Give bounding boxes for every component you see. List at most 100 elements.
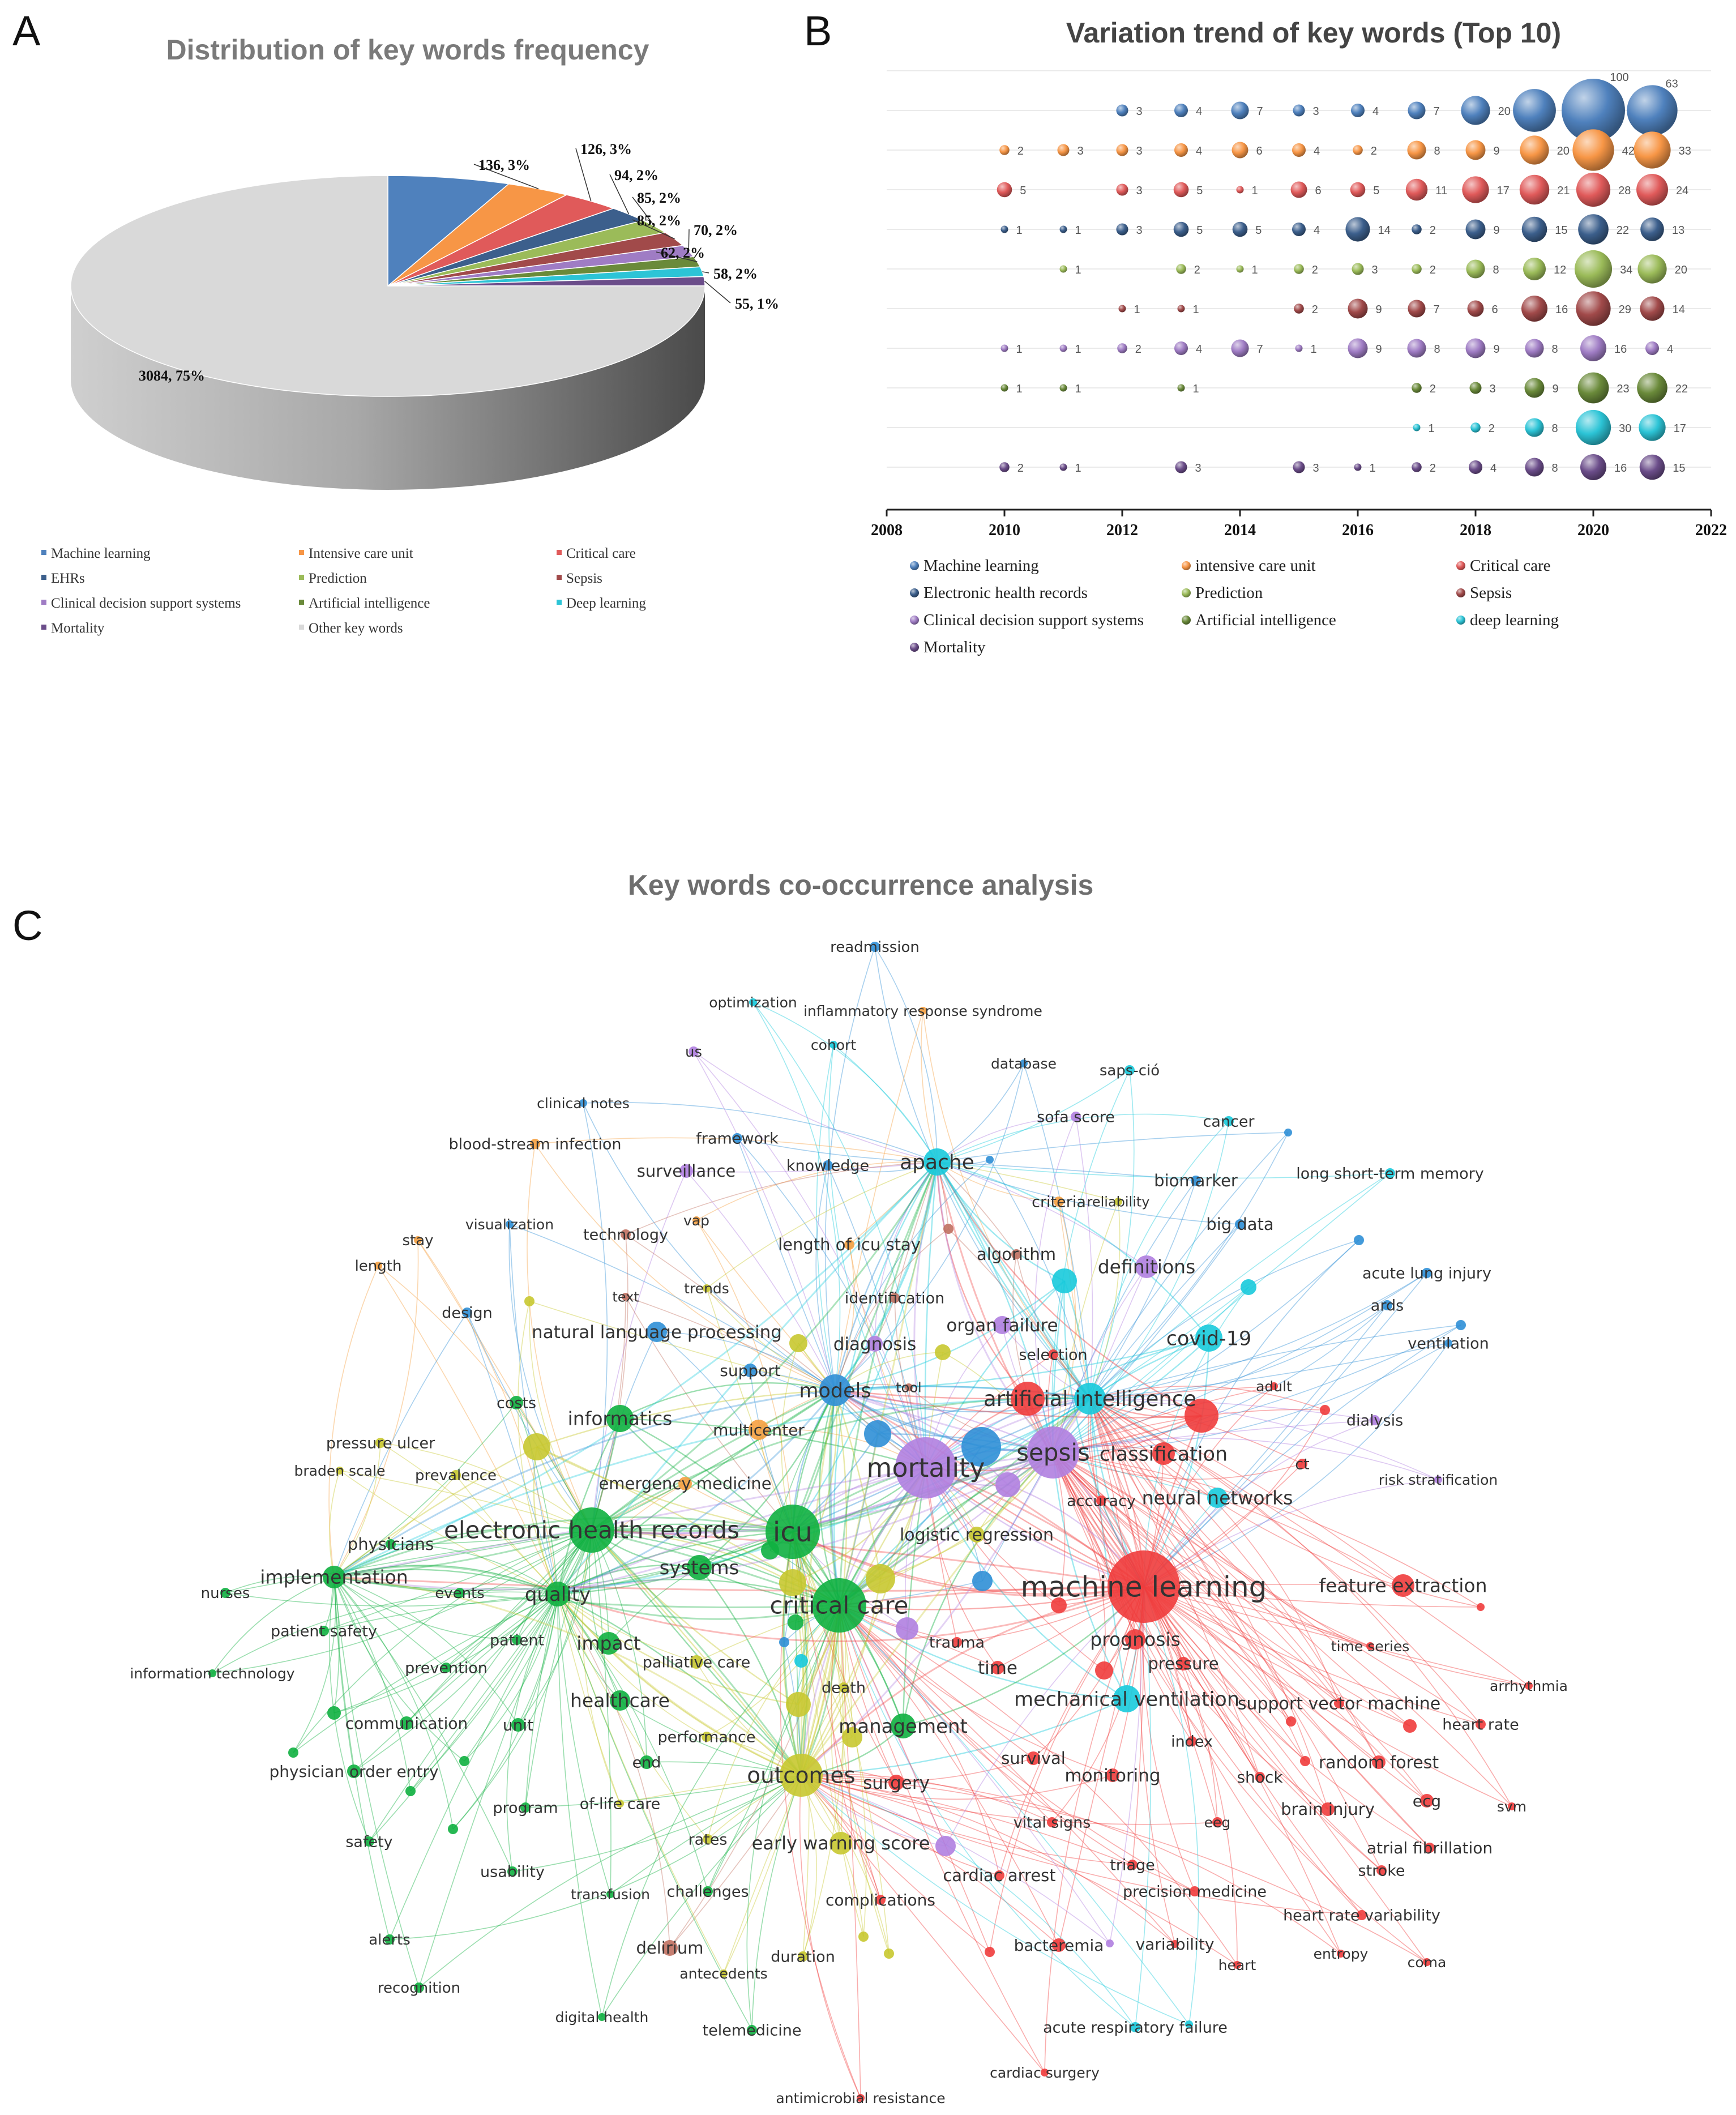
- network-edge: [937, 1161, 1147, 1267]
- network-label-blood-stream-infection: blood-stream infection: [448, 1135, 621, 1153]
- bubble-mortality-2013: [1175, 461, 1187, 473]
- network-edge: [1143, 1479, 1439, 1587]
- bubble-value-critical-care-2015: 6: [1315, 185, 1321, 197]
- network-edge: [937, 1161, 1209, 1339]
- network-node: [1456, 1320, 1466, 1330]
- network-edge: [835, 1389, 1008, 1485]
- network-node: [985, 1947, 995, 1957]
- network-edge: [1053, 1180, 1196, 1453]
- network-node-coma: [1423, 1958, 1431, 1966]
- network-node-apache: [923, 1148, 951, 1176]
- bubble-value-artificial-intelligence-2019: 9: [1553, 383, 1559, 395]
- network-node-multicenter: [749, 1420, 769, 1440]
- network-edge: [801, 1775, 1238, 1966]
- bubble-clinical-decision-support-systems-2011: [1059, 344, 1067, 352]
- bubble-value-machine-learning-2016: 4: [1372, 105, 1379, 118]
- bubble-intensive-care-unit-2012: [1116, 144, 1128, 156]
- network-label-knowledge: knowledge: [786, 1157, 869, 1174]
- bubble-value-prediction-2014: 1: [1252, 264, 1258, 276]
- network-label-time: time: [978, 1658, 1017, 1678]
- bubble-value-sepsis-2015: 2: [1312, 304, 1318, 316]
- network-edge: [464, 1529, 592, 1762]
- bubble-value-electronic-health-records-2010: 1: [1016, 224, 1023, 237]
- network-node-costs: [510, 1396, 523, 1409]
- bubble-value-critical-care-2016: 5: [1373, 185, 1379, 197]
- network-node-blood-stream-infection: [530, 1139, 540, 1149]
- network-node-antimicrobial-resistance: [857, 2094, 865, 2102]
- network-label-vap: vap: [683, 1212, 709, 1229]
- network-edge: [557, 1593, 621, 1701]
- network-edge: [801, 1775, 1133, 1865]
- bubble-mortality-2018: [1469, 460, 1482, 474]
- pie-legend-swatch-other-key-words: [299, 625, 304, 630]
- bubble-value-clinical-decision-support-systems-2014: 7: [1257, 343, 1263, 356]
- network-edge: [212, 1529, 592, 1674]
- network-edge: [1089, 1398, 1128, 1699]
- bubble-value-mortality-2021: 15: [1673, 462, 1685, 475]
- network-edge: [1053, 1173, 1391, 1453]
- bubble-value-mortality-2017: 2: [1430, 462, 1436, 475]
- network-node-icu: [766, 1505, 820, 1559]
- network-edge: [833, 1044, 938, 1163]
- network-node-time-series: [1366, 1642, 1374, 1650]
- bubble-intensive-care-unit-2018: [1465, 140, 1486, 160]
- network-edge: [390, 1529, 592, 1545]
- network-edge: [406, 1593, 558, 1724]
- network-edge: [1143, 1586, 1341, 1954]
- bubble-deep-learning-2018: [1470, 422, 1481, 433]
- network-edge: [1089, 1398, 1328, 1810]
- network-node-feature-extraction: [1392, 1574, 1414, 1597]
- network-edge: [1143, 1586, 1427, 1801]
- network-edge: [333, 1529, 592, 1578]
- network-label-atrial-fibrillation: atrial fibrillation: [1367, 1839, 1493, 1857]
- network-edge: [1044, 1586, 1144, 2073]
- pie-legend-swatch-artificial-intelligence: [299, 600, 304, 605]
- network-edge: [1143, 1586, 1362, 1916]
- network-edge: [894, 1161, 938, 1298]
- network-edge: [557, 1593, 802, 1776]
- network-edge: [1051, 1070, 1130, 1453]
- network-label-visualization: visualization: [465, 1216, 554, 1233]
- network-node-brain-injury: [1321, 1802, 1335, 1816]
- bubble-legend-marker-machine-learning: [910, 561, 919, 570]
- bubble-value-prediction-2016: 3: [1372, 264, 1378, 276]
- network-edge: [801, 1775, 817, 1957]
- network-edge: [1089, 1386, 1275, 1399]
- network-edge: [293, 1593, 558, 1753]
- network-label-trends: trends: [684, 1280, 729, 1297]
- network-node: [995, 1472, 1020, 1497]
- network-label-icu: icu: [773, 1516, 813, 1548]
- network-label-arrhythmia: arrhythmia: [1490, 1678, 1568, 1694]
- network-node: [986, 1156, 994, 1164]
- network-label-pressure-ulcer: pressure ulcer: [326, 1434, 435, 1452]
- network-node-tool: [905, 1383, 913, 1391]
- network-node-telemedicine: [747, 2025, 757, 2035]
- network-label-cardiac-arrest: cardiac arrest: [943, 1866, 1055, 1885]
- network-edge: [1053, 1452, 1430, 1848]
- network-edge: [557, 1389, 836, 1595]
- network-edge: [506, 1593, 558, 1872]
- network-edge: [417, 1240, 558, 1595]
- network-node-of-life-care: [616, 1800, 624, 1808]
- network-edge: [591, 1529, 802, 1776]
- network-node-cohort: [829, 1041, 837, 1049]
- network-edge: [1053, 1452, 1218, 1823]
- network-node-palliative-care: [690, 1655, 703, 1669]
- network-node-cardiac-arrest: [994, 1870, 1004, 1881]
- bubble-intensive-care-unit-2010: [999, 145, 1010, 155]
- network-node: [866, 1564, 895, 1593]
- bubble-value-mortality-2016: 1: [1370, 462, 1376, 475]
- network-edge: [333, 1576, 1144, 1592]
- bubble-value-mortality-2015: 3: [1313, 462, 1319, 475]
- network-label-multicenter: multicenter: [713, 1421, 805, 1439]
- pie-legend-label-mortality: Mortality: [51, 621, 105, 636]
- network-edge: [693, 1051, 926, 1468]
- bubble-legend-label-mortality: Mortality: [923, 638, 986, 656]
- bubble-value-prediction-2015: 2: [1312, 264, 1318, 276]
- network-node-entropy: [1337, 1950, 1345, 1958]
- network-label-complications: complications: [826, 1891, 935, 1909]
- network-edge: [557, 1593, 670, 1949]
- network-edge: [591, 1529, 1144, 1588]
- network-edge: [1053, 1452, 1340, 1704]
- network-edge: [1089, 1398, 1404, 1586]
